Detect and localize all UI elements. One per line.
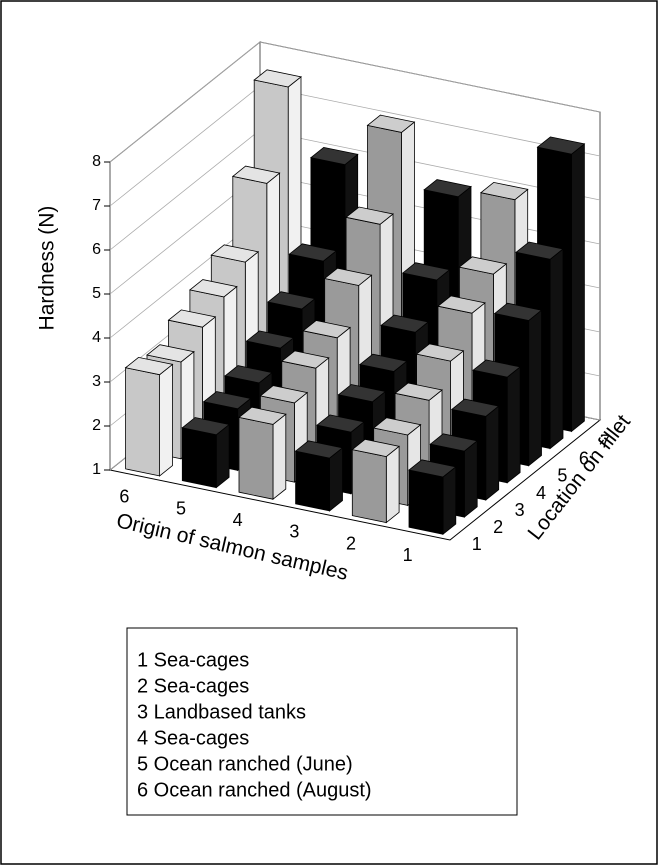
bar-top <box>245 330 295 349</box>
depth-tick-label: 1 <box>472 534 482 554</box>
bar-top <box>345 206 394 225</box>
legend-entry: 4 Sea-cages <box>137 727 249 749</box>
y-tick-label: 8 <box>92 153 101 170</box>
bar-side <box>485 405 500 501</box>
y-tick-label: 5 <box>92 285 101 302</box>
x-tick-label: 6 <box>119 487 129 507</box>
bar-side <box>571 143 585 433</box>
depth-tick-label: 6 <box>579 448 589 468</box>
bar-side <box>272 413 287 501</box>
bar-top <box>351 438 401 458</box>
bar-top <box>302 320 352 339</box>
bar-top <box>493 302 543 321</box>
bar-front <box>238 416 274 500</box>
bar-top <box>202 391 252 410</box>
depth-tick-label: 5 <box>557 466 567 486</box>
bar-side <box>463 439 478 518</box>
bar-top <box>167 309 217 328</box>
x-tick-label: 3 <box>289 522 299 542</box>
bar-front <box>351 449 387 524</box>
bar-front <box>408 469 444 535</box>
bar-side <box>385 445 400 524</box>
bar-side <box>329 446 343 512</box>
legend-entry: 1 Sea-cages <box>137 649 249 671</box>
bar-top <box>253 69 302 88</box>
bar-top <box>259 385 309 404</box>
bar-top <box>408 459 457 478</box>
bar-side <box>506 366 521 484</box>
bar-top <box>450 398 500 417</box>
depth-tick-label: 7 <box>600 431 610 451</box>
legend-entry: 2 Sea-cages <box>137 675 249 697</box>
bar-top <box>316 414 365 433</box>
bar-top <box>366 114 416 133</box>
bar-top <box>294 440 344 459</box>
bar-top <box>337 384 387 403</box>
y-tick-label: 4 <box>92 329 101 346</box>
bar-front <box>181 427 217 489</box>
depth-tick-label: 4 <box>536 483 546 503</box>
bar-top <box>181 417 231 436</box>
bar-top <box>280 350 330 369</box>
bar-top <box>394 382 443 401</box>
bar-top <box>288 243 338 262</box>
x-tick-label: 2 <box>346 533 356 553</box>
bar <box>351 438 401 524</box>
bar-top <box>323 267 373 286</box>
y-tick-label: 1 <box>92 461 101 478</box>
bar-top <box>231 165 281 184</box>
grid-line <box>109 41 601 163</box>
bar <box>238 406 287 501</box>
y-tick-label: 6 <box>92 241 101 258</box>
bar-side <box>549 248 564 450</box>
bar-side <box>215 423 230 489</box>
bar-top <box>401 262 451 281</box>
bar <box>124 356 174 477</box>
bar-top <box>124 356 174 376</box>
bar-top <box>458 256 508 275</box>
y-tick-label: 2 <box>92 417 101 434</box>
bar-top <box>536 136 586 155</box>
bar-front <box>125 367 161 477</box>
bar-top <box>429 433 479 452</box>
bar-side <box>442 465 457 536</box>
x-tick-label: 5 <box>176 498 186 518</box>
y-tick-label: 3 <box>92 373 101 390</box>
depth-tick-label: 3 <box>515 500 525 520</box>
bar-side <box>159 363 173 477</box>
bar-top <box>515 241 564 260</box>
bar-side <box>528 309 542 467</box>
bar <box>294 440 344 512</box>
bar <box>408 459 457 536</box>
bar-top <box>437 295 486 314</box>
legend-entry: 3 Landbased tanks <box>137 701 306 723</box>
bar-top <box>224 365 273 384</box>
bar-top <box>358 353 408 372</box>
bar-top <box>479 181 529 201</box>
bar-top <box>423 179 472 198</box>
bar-top <box>472 359 522 378</box>
bar-top <box>415 343 465 362</box>
bar-top <box>372 417 422 436</box>
y-tick-label: 7 <box>92 197 101 214</box>
x-tick-label: 4 <box>233 510 243 530</box>
depth-tick-label: 2 <box>493 517 503 537</box>
bar-front <box>295 450 331 512</box>
bar-top <box>309 146 359 166</box>
bar-top <box>267 291 316 310</box>
legend-box <box>126 627 518 816</box>
x-tick-label: 1 <box>403 545 413 565</box>
bar-top <box>188 279 238 298</box>
bar-top <box>210 244 260 263</box>
bar-top <box>146 344 195 363</box>
legend-entry: 6 Ocean ranched (August) <box>137 779 372 801</box>
bar-top <box>380 314 430 333</box>
legend-entry: 5 Ocean ranched (June) <box>137 753 353 775</box>
bar <box>181 417 231 489</box>
y-axis-title: Hardness (N) <box>36 206 59 331</box>
bar-top <box>238 406 287 425</box>
